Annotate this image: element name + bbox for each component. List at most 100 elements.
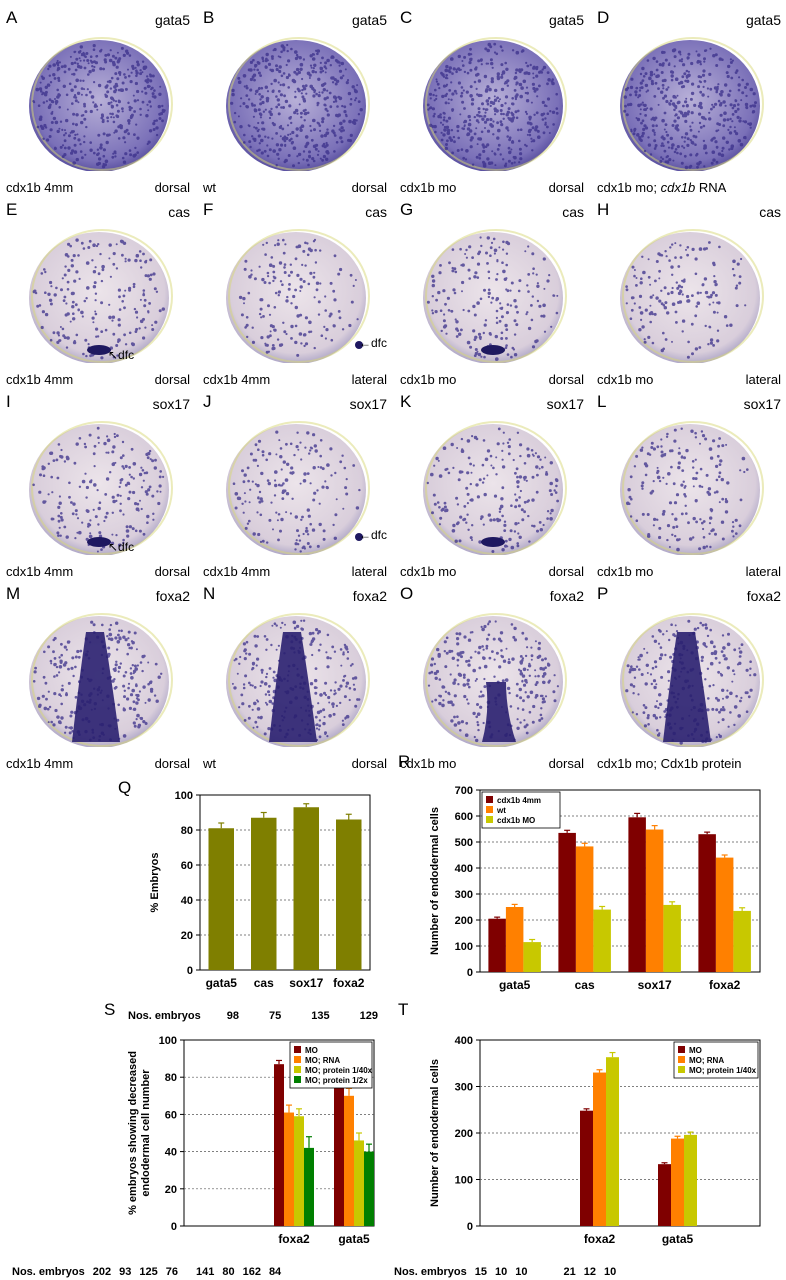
embryo-count: 76 (165, 1266, 178, 1278)
legend-swatch (294, 1076, 301, 1083)
y-axis-label: % Embryos (149, 853, 161, 913)
view-label: dorsal (548, 756, 584, 771)
bar-foxa2-1 (284, 1112, 294, 1226)
panel-letter: N (203, 584, 216, 603)
dfc-annotation: ←dfc (359, 336, 388, 350)
embryo-count: 21 (563, 1266, 576, 1278)
legend-label: wt (496, 806, 506, 815)
legend-swatch (294, 1046, 301, 1053)
dfc-cluster (481, 537, 505, 547)
chart-q: 0 20 40 60 80 100 % Embryos gata5 cas sox17 foxa2 (110, 775, 380, 1000)
condition-label: cdx1b mo (400, 564, 457, 579)
x-tick-label: cas (254, 976, 274, 990)
embryo-image (209, 612, 383, 747)
embryo-count: 98 (226, 1010, 239, 1022)
bar-gata5-1 (344, 1095, 354, 1226)
dfc-annotation: ↖dfc (108, 348, 135, 362)
chart-svg: 0 100 200 300 400 500 600 700 Number of endoderm… (429, 785, 761, 992)
bar-foxa2-3 (304, 1147, 314, 1226)
condition-label: wt (203, 180, 216, 195)
embryo-image (12, 612, 186, 747)
y-tick-label: 100 (159, 1035, 177, 1047)
bar-sox17-0 (293, 807, 319, 970)
panel-letter: K (400, 392, 412, 411)
view-label: lateral (351, 372, 387, 387)
embryo-count: 10 (495, 1266, 508, 1278)
embryo-body (226, 40, 366, 171)
embryo-image (603, 612, 777, 747)
view-label: dorsal (548, 564, 584, 579)
bar-gata5-0 (334, 1084, 344, 1226)
gene-label: sox17 (152, 396, 190, 412)
condition-label: cdx1b 4mm (203, 564, 271, 579)
foxa2-stripe (482, 682, 516, 742)
y-tick-label: 60 (165, 1109, 177, 1121)
embryo-image (12, 228, 186, 363)
embryo-image (603, 36, 777, 171)
legend-swatch (678, 1046, 685, 1053)
view-label: dorsal (154, 180, 190, 195)
gene-label: gata5 (351, 12, 387, 28)
panel-letter: R (398, 752, 411, 771)
panel-letter: T (398, 1000, 409, 1019)
embryo-image (603, 228, 777, 363)
view-label: dorsal (351, 180, 387, 195)
y-tick-label: 100 (455, 941, 473, 953)
x-tick-label: foxa2 (333, 976, 365, 990)
embryo-count: 135 (311, 1010, 330, 1022)
gene-label: cas (168, 204, 190, 220)
x-tick-label: foxa2 (584, 1232, 616, 1246)
dfc-cluster (87, 345, 111, 355)
view-label: dorsal (548, 372, 584, 387)
x-tick-label: gata5 (206, 976, 238, 990)
chart-svg: 0 20 40 60 80 100 % Embryos gata5 cas sox17 foxa2 (149, 790, 371, 990)
y-tick-label: 0 (171, 1221, 177, 1233)
gene-label: foxa2 (155, 588, 190, 604)
bar-foxa2-0 (336, 819, 362, 970)
legend-label: MO (689, 1046, 702, 1055)
chart-svg: 0 20 40 60 80 100 % embryos showing decreasede… (127, 1035, 375, 1246)
legend-swatch (294, 1066, 301, 1073)
y-tick-label: 200 (455, 1128, 473, 1140)
bar-gata5-0 (488, 918, 506, 972)
embryo-count-label: Nos. embryos (128, 1010, 201, 1022)
panel-letter: F (203, 200, 214, 219)
y-tick-label: 200 (455, 915, 473, 927)
y-tick-label: 700 (455, 785, 473, 797)
embryo-image (209, 228, 383, 363)
foxa2-stripe (269, 632, 317, 742)
embryo-body (226, 424, 366, 555)
y-tick-label: 20 (181, 930, 193, 942)
embryo-count: 162 (242, 1266, 261, 1278)
legend-swatch (486, 796, 493, 803)
condition-label: cdx1b 4mm (6, 372, 74, 387)
panel-letter: P (597, 584, 609, 603)
y-tick-label: 0 (187, 965, 193, 977)
dfc-cluster (481, 345, 505, 355)
gene-label: cas (562, 204, 584, 220)
gene-label: foxa2 (746, 588, 781, 604)
embryo-body (226, 232, 366, 363)
bar-gata5-2 (684, 1134, 697, 1226)
legend-label: cdx1b 4mm (497, 796, 541, 805)
embryo-count: 141 (195, 1266, 215, 1278)
x-tick-label: gata5 (338, 1232, 370, 1246)
embryo-count: 129 (359, 1010, 378, 1022)
embryo-count-label: Nos. embryos (12, 1266, 85, 1278)
legend-swatch (486, 816, 493, 823)
view-label: lateral (745, 564, 781, 579)
embryo-count-row: Nos. embryos 15 10 10 21 12 10 (394, 1266, 624, 1278)
legend-swatch (294, 1056, 301, 1063)
gene-label: sox17 (743, 396, 781, 412)
panel-letter: H (597, 200, 610, 219)
bar-foxa2-1 (593, 1072, 606, 1226)
chart-t: 0 100 200 300 400 Number of endodermal cells f… (400, 1010, 780, 1265)
legend-swatch (678, 1056, 685, 1063)
